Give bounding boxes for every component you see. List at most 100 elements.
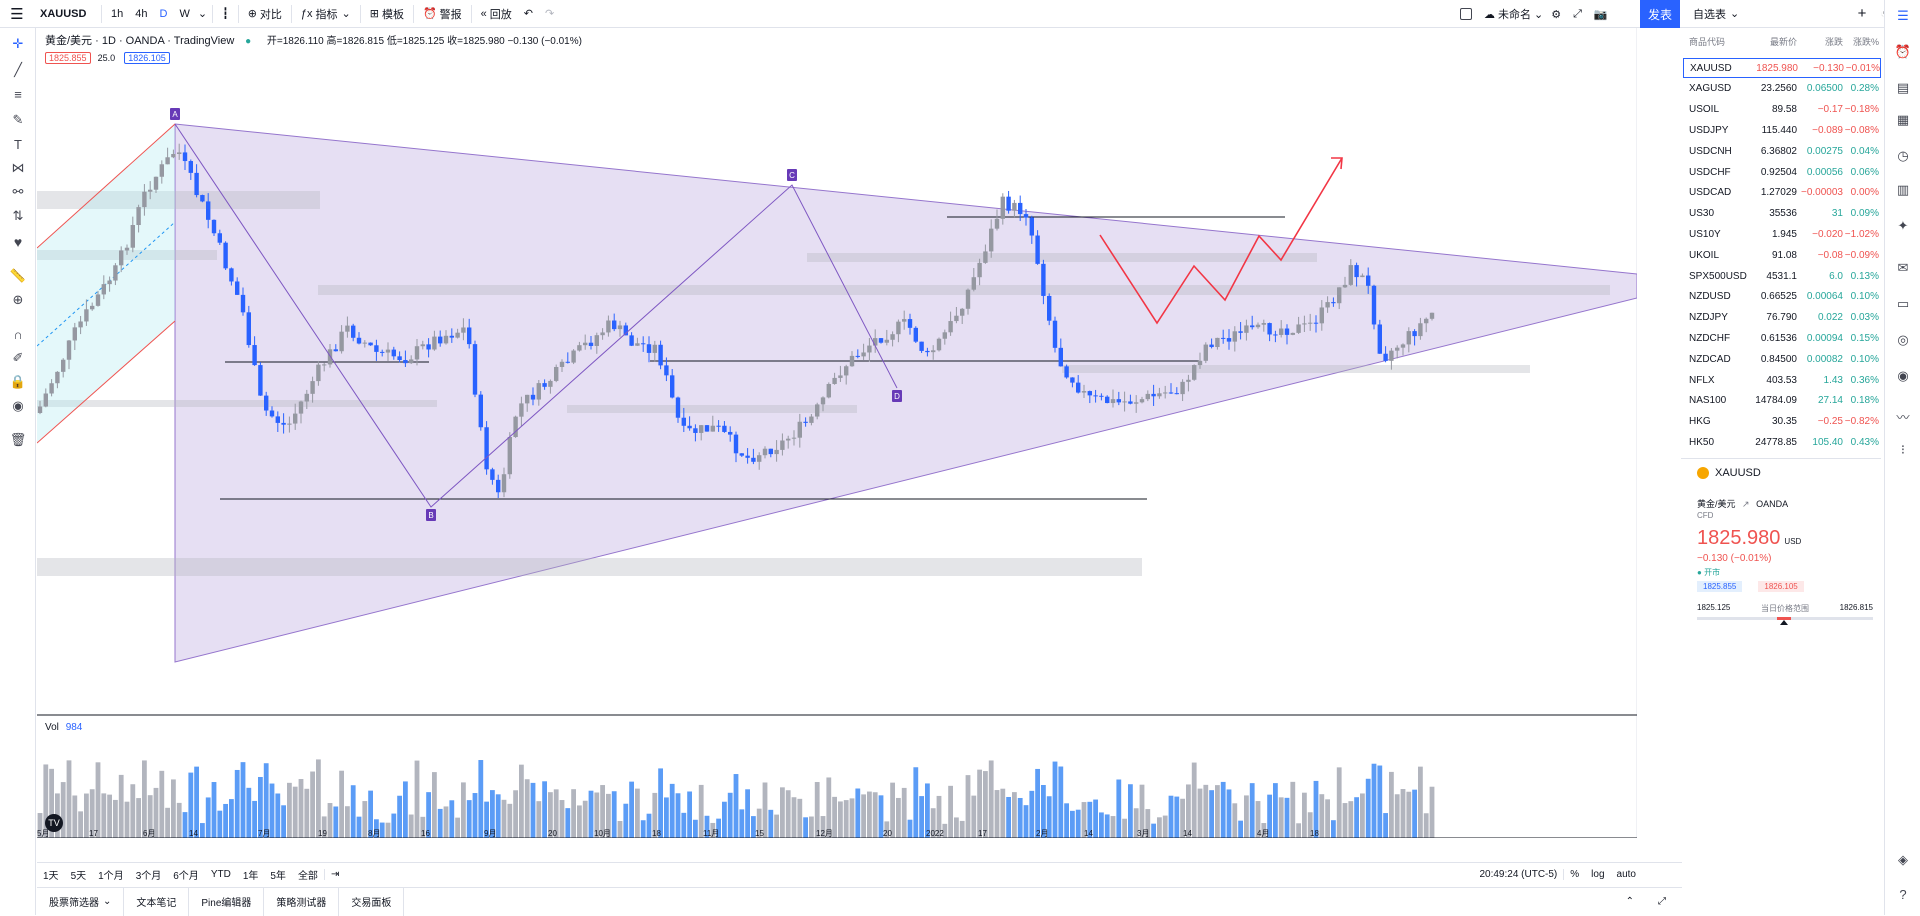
notifications-icon[interactable]: ◉ [1897, 368, 1909, 383]
heart-icon[interactable]: ♥ [13, 234, 23, 250]
dom-icon[interactable]: ⁝ [1900, 442, 1906, 457]
watchlist-title[interactable]: 自选表 [1693, 8, 1726, 21]
tab-trading-panel[interactable]: 交易面板 [339, 887, 405, 916]
watchlist-row-usdcnh[interactable]: USDCNH 6.36802 0.00275 0.04% [1683, 141, 1881, 161]
watchlist-row-usdcad[interactable]: USDCAD 1.27029 −0.00003 0.00% [1683, 183, 1881, 203]
range-1m[interactable]: 1个月 [98, 871, 124, 882]
watchlist-row-us10y[interactable]: US10Y 1.945 −0.020 −1.02% [1683, 224, 1881, 244]
tab-text-notes[interactable]: 文本笔记 [124, 887, 190, 916]
trend-line-icon[interactable]: ╱ [14, 62, 22, 77]
sr-zone[interactable] [1062, 365, 1530, 373]
watchlist-row-nzdchf[interactable]: NZDCHF 0.61536 0.00094 0.15% [1683, 328, 1881, 348]
range-1d[interactable]: 1天 [43, 871, 59, 882]
sr-zone[interactable] [318, 285, 1610, 295]
watchlist-row-usoil[interactable]: USOIL 89.58 −0.17 −0.18% [1683, 100, 1881, 120]
interval-d[interactable]: D [159, 7, 168, 20]
sr-zone[interactable] [567, 405, 857, 413]
watchlist-row-spx500usd[interactable]: SPX500USD 4531.1 6.0 0.13% [1683, 266, 1881, 286]
trade-icon[interactable]: 〰 [1896, 409, 1910, 425]
chevron-down-icon[interactable]: ⌄ [1534, 8, 1544, 21]
compare-button[interactable]: ⊕ 对比 [242, 0, 288, 28]
layers-icon[interactable]: ◈ [1898, 852, 1908, 867]
watchlist-row-nzdcad[interactable]: NZDCAD 0.84500 0.00082 0.10% [1683, 349, 1881, 369]
interval-4h[interactable]: 4h [135, 7, 148, 20]
watchlist-row-nas100[interactable]: NAS100 14784.09 27.14 0.18% [1683, 391, 1881, 411]
zoom-in-icon[interactable]: ⊕ [12, 292, 24, 307]
clock[interactable]: 20:49:24 (UTC-5) [1479, 869, 1558, 880]
watchlist-row-usdjpy[interactable]: USDJPY 115.440 −0.089 −0.08% [1683, 120, 1881, 140]
watchlist-row-hk50[interactable]: HK50 24778.85 105.40 0.43% [1683, 432, 1881, 452]
symbol-search[interactable]: XAUUSD [40, 7, 87, 20]
watchlist-row-ukoil[interactable]: UKOIL 91.08 −0.08 −0.09% [1683, 245, 1881, 265]
pattern-icon[interactable]: ⋈ [11, 160, 25, 175]
undo-icon[interactable]: ↶ [523, 8, 534, 20]
interval-w[interactable]: W [179, 7, 190, 20]
range-5d[interactable]: 5天 [70, 871, 87, 882]
range-6m[interactable]: 6个月 [173, 871, 199, 882]
pattern-label-box[interactable] [426, 509, 436, 521]
col-change[interactable]: 涨跌 [1824, 37, 1843, 47]
chart-type-candles-icon[interactable]: ┇ [222, 8, 229, 20]
alerts-clock-icon[interactable]: ⏰ [1894, 44, 1912, 59]
sr-zone[interactable] [37, 191, 320, 209]
eye-icon[interactable]: ◉ [12, 398, 24, 413]
goto-date-icon[interactable]: ⇥ [323, 869, 345, 880]
watchlist-row-usdchf[interactable]: USDCHF 0.92504 0.00056 0.06% [1683, 162, 1881, 182]
channel-bottom[interactable] [37, 320, 176, 444]
hotlists-icon[interactable]: ▦ [1896, 112, 1910, 127]
auto-toggle[interactable]: auto [1616, 869, 1636, 880]
watchlist-icon[interactable]: ☰ [1897, 8, 1909, 23]
log-toggle[interactable]: log [1591, 869, 1605, 880]
chevron-down-icon[interactable]: ⌄ [1730, 8, 1740, 20]
range-5y[interactable]: 5年 [270, 871, 286, 882]
tab-pine-editor[interactable]: Pine编辑器 [189, 887, 265, 916]
sr-zone[interactable] [37, 250, 217, 260]
channel-mid[interactable] [37, 221, 176, 347]
pencil-lock-icon[interactable]: ✐ [12, 350, 24, 365]
channel-top[interactable] [37, 123, 176, 249]
trash-icon[interactable]: 🗑 [9, 432, 27, 447]
col-change-pct[interactable]: 涨跌% [1852, 37, 1879, 47]
camera-icon[interactable]: 📷 [1593, 8, 1608, 21]
range-3m[interactable]: 3个月 [135, 871, 162, 882]
chart-area[interactable]: ABCD1940.0001920.0001900.0001880.0001860… [37, 28, 1637, 838]
chat-icon[interactable]: ✉ [1897, 260, 1909, 275]
checkbox-icon[interactable] [1460, 8, 1472, 20]
watchlist-row-nzdjpy[interactable]: NZDJPY 76.790 0.022 0.03% [1683, 308, 1881, 328]
pattern-label-box[interactable] [170, 108, 180, 120]
interval-1h[interactable]: 1h [111, 7, 124, 20]
range-1y[interactable]: 1年 [242, 871, 259, 882]
watchlist-row-xauusd[interactable]: XAUUSD 1825.980 −0.130 −0.01% [1683, 58, 1881, 78]
chevron-up-icon[interactable]: ⌃ [1625, 896, 1634, 907]
chat-rooms-icon[interactable]: ▭ [1896, 296, 1910, 311]
pattern-label-box[interactable] [787, 169, 797, 181]
streams-icon[interactable]: ◎ [1897, 332, 1909, 347]
percent-toggle[interactable]: % [1563, 869, 1585, 880]
templates-button[interactable]: ⊞ 模板 [364, 0, 410, 28]
data-window-icon[interactable]: ▤ [1896, 80, 1910, 95]
brush-icon[interactable]: ✎ [12, 112, 24, 127]
sell-button[interactable]: 1825.855 [45, 52, 91, 64]
parallel-channel[interactable] [37, 124, 175, 443]
menu-icon[interactable]: ☰ [10, 5, 24, 23]
redo-icon[interactable]: ↷ [545, 8, 555, 20]
lock-icon[interactable]: 🔒 [9, 374, 27, 389]
details-symbol[interactable]: XAUUSD [1715, 467, 1761, 479]
calendar-icon[interactable]: ◷ [1897, 148, 1909, 163]
tab-strategy-tester[interactable]: 策略测试器 [264, 887, 340, 916]
range-all[interactable]: 全部 [297, 871, 318, 882]
news-icon[interactable]: ▥ [1896, 182, 1910, 197]
advanced-view-icon[interactable]: ◔ [1880, 8, 1887, 20]
range-ytd[interactable]: YTD [210, 869, 231, 880]
publish-button[interactable]: 发表 [1640, 0, 1680, 28]
settings-icon[interactable]: ⚙ [1551, 8, 1562, 21]
sr-zone[interactable] [37, 400, 437, 407]
price-chart[interactable]: ABCD1940.0001920.0001900.0001880.0001860… [37, 28, 1637, 838]
help-icon[interactable]: ? [1899, 886, 1907, 902]
indicators-button[interactable]: ƒx 指标 ⌄ [295, 0, 357, 28]
forecast-path[interactable] [1099, 157, 1343, 325]
col-last[interactable]: 最新价 [1769, 37, 1797, 47]
watchlist-row-xagusd[interactable]: XAGUSD 23.2560 0.06500 0.28% [1683, 79, 1881, 99]
col-symbol[interactable]: 商品代码 [1689, 37, 1726, 47]
crosshair-icon[interactable]: ✛ [12, 36, 24, 51]
